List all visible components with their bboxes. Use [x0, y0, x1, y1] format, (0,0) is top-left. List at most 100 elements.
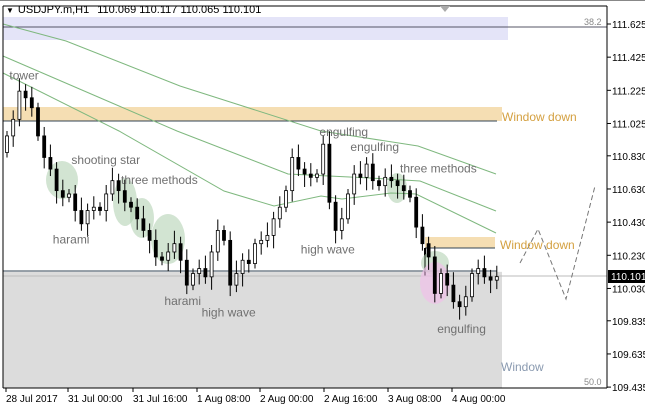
candle-body: [228, 239, 233, 286]
candle: [129, 197, 133, 213]
candle: [296, 144, 301, 177]
time-tick-label: 2 Aug 00:00: [260, 394, 314, 405]
window-down-zone-2: [425, 237, 495, 248]
candle-body: [364, 163, 369, 178]
pattern-label: three methods: [121, 173, 198, 187]
candle: [370, 153, 375, 190]
candle: [321, 135, 326, 185]
candle-body: [191, 273, 195, 286]
price-tick-label: 110.630: [612, 185, 645, 196]
candle: [209, 245, 214, 290]
pattern-label: tower: [9, 69, 38, 83]
candle-body: [445, 273, 450, 286]
candle: [91, 196, 96, 220]
candle: [271, 211, 276, 249]
candle: [36, 102, 40, 141]
pattern-label: shooting star: [71, 153, 140, 167]
candle: [147, 223, 152, 254]
candle-body: [414, 196, 419, 228]
candle: [160, 251, 164, 266]
time-tick-label: 3 Aug 08:00: [388, 394, 442, 405]
candle: [98, 202, 102, 216]
candle-body: [73, 193, 78, 211]
candle: [166, 243, 171, 272]
candle: [135, 198, 140, 230]
candle: [85, 203, 90, 237]
candle: [240, 253, 245, 287]
candle: [116, 173, 121, 204]
candle: [234, 260, 239, 293]
candle-body: [91, 206, 96, 211]
candle: [23, 84, 28, 111]
candle: [327, 131, 332, 210]
time-tick-label: 28 Jul 2017: [6, 394, 58, 405]
price-tick-label: 109.435: [612, 383, 645, 394]
candle-body: [395, 180, 400, 187]
candle: [414, 188, 419, 239]
candle: [346, 188, 350, 224]
candle-body: [265, 234, 270, 241]
candle: [17, 78, 22, 127]
candle-body: [29, 97, 34, 109]
candle: [67, 188, 71, 203]
candle-body: [339, 218, 344, 231]
candle-body: [408, 190, 412, 198]
pattern-highlight: [46, 161, 78, 199]
price-tick-label: 110.830: [612, 152, 645, 163]
candle: [246, 249, 251, 273]
candle-body: [370, 163, 375, 182]
candle: [122, 179, 127, 212]
candle: [463, 285, 468, 316]
candle-body: [389, 176, 394, 182]
candle-body: [432, 256, 437, 294]
candle-body: [439, 273, 443, 294]
time-tick-label: 4 Aug 00:00: [452, 394, 506, 405]
shift-marker-icon[interactable]: [440, 6, 450, 12]
candle-body: [377, 180, 381, 187]
dropdown-icon[interactable]: ▼: [6, 5, 14, 15]
candle: [432, 246, 437, 303]
current-price-label: 110.101: [611, 272, 645, 283]
candle: [302, 162, 307, 187]
candle-body: [259, 239, 264, 245]
candle-body: [79, 210, 84, 225]
time-tick-label: 31 Jul 16:00: [133, 394, 188, 405]
candle-body: [67, 193, 71, 198]
candle-body: [98, 206, 102, 211]
candle: [79, 197, 84, 231]
price-tick-label: 111.625: [612, 20, 645, 31]
candle: [420, 214, 425, 251]
candle-body: [420, 226, 425, 245]
candle-body: [5, 135, 9, 153]
candle-body: [271, 218, 276, 236]
candle-body: [116, 180, 121, 192]
pattern-label: engulfing: [350, 140, 399, 154]
candle-body: [104, 193, 109, 211]
candle: [60, 179, 65, 207]
candle: [284, 185, 288, 213]
candle: [54, 162, 59, 204]
candle-body: [222, 230, 226, 241]
candle-body: [358, 173, 363, 178]
pattern-highlight: [151, 214, 185, 264]
pattern-label: high wave: [301, 243, 355, 257]
candle-body: [54, 168, 59, 192]
candle-body: [234, 273, 239, 286]
window-down-label-2: Window down: [500, 238, 575, 252]
price-tick-label: 111.225: [612, 86, 645, 97]
candle: [308, 163, 313, 187]
candle-body: [290, 157, 295, 192]
time-tick-label: 1 Aug 08:00: [197, 394, 251, 405]
moving-average-line-1: [2, 23, 497, 175]
candle-body: [327, 143, 332, 203]
window-down-zone: [3, 107, 502, 121]
candle-body: [160, 256, 164, 261]
moving-average-line-3: [2, 72, 497, 234]
ohlc-readout: 110.069 110.117 110.065 110.101: [97, 4, 262, 16]
candle: [153, 229, 158, 266]
time-tick-label: 31 Jul 00:00: [68, 394, 123, 405]
candle: [110, 167, 115, 201]
candle: [290, 148, 295, 202]
candle-body: [346, 193, 350, 220]
